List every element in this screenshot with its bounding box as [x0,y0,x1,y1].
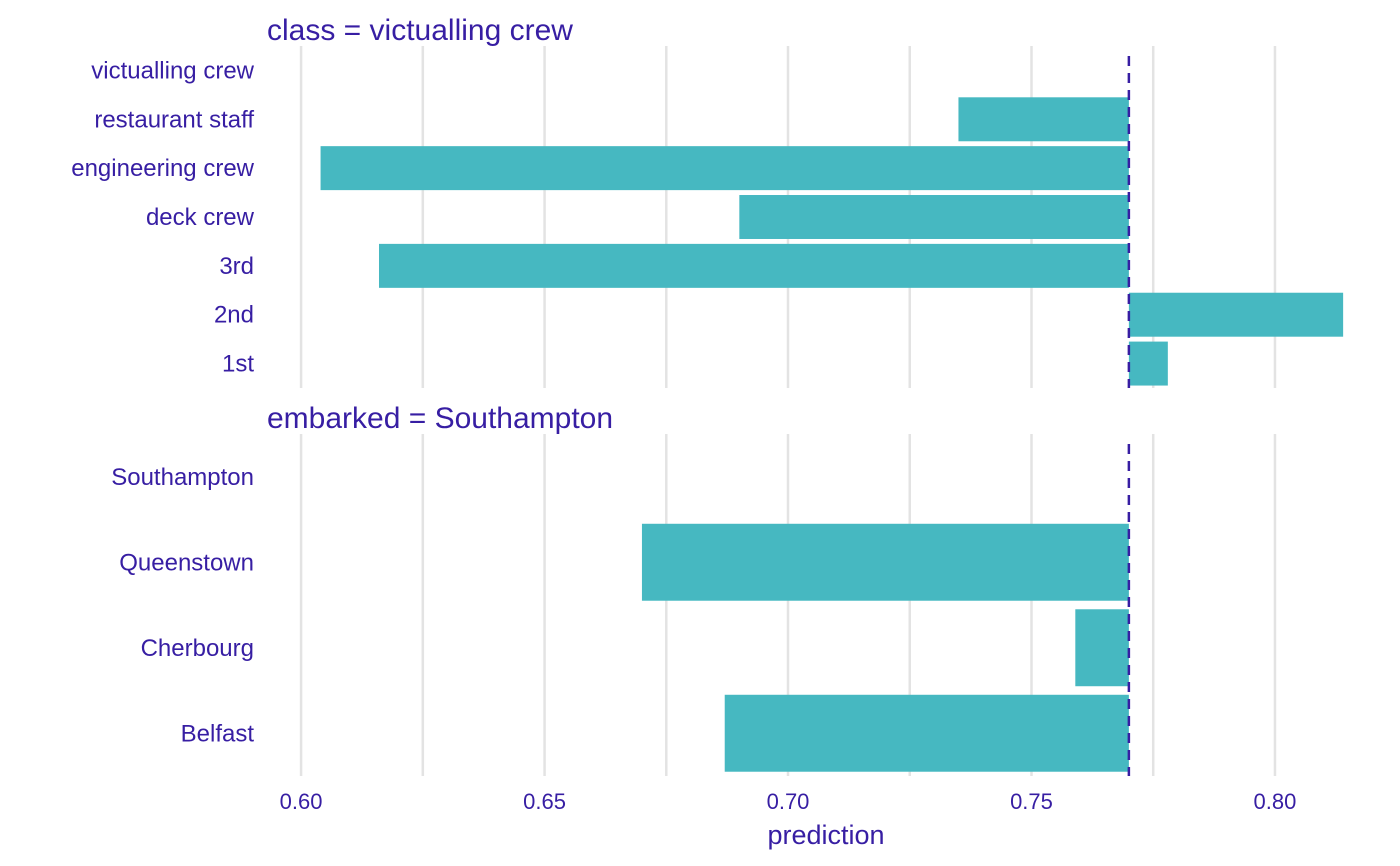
x-tick-label: 0.65 [523,789,566,814]
category-label: Belfast [181,720,255,747]
category-label: victualling crew [91,57,254,84]
labels: class = victualling crew victualling crew… [71,14,613,747]
category-label: Southampton [111,464,254,491]
x-tick-label: 0.80 [1254,789,1297,814]
x-tick-label: 0.70 [767,789,810,814]
bar [1128,341,1168,386]
category-label: deck crew [146,204,255,231]
category-label: 3rd [219,253,254,280]
bar [739,195,1129,239]
category-label: restaurant staff [94,106,254,133]
category-label: 2nd [214,302,254,329]
x-axis-ticks: 0.60 0.65 0.70 0.75 0.80 [280,789,1297,814]
panel-title: embarked = Southampton [267,402,613,435]
x-axis-title: prediction [767,820,884,850]
bar [641,523,1129,601]
category-label: Cherbourg [141,635,254,662]
x-tick-label: 0.75 [1010,789,1053,814]
bar [378,243,1129,288]
bar [958,97,1129,142]
category-label: engineering crew [71,155,254,182]
x-tick-label: 0.60 [280,789,323,814]
category-label: 1st [222,351,254,378]
bar [1128,292,1344,337]
category-label: Queenstown [119,549,254,576]
bar [724,694,1129,772]
bar [1075,609,1129,687]
bars [320,97,1344,772]
bar [320,146,1129,191]
panel-title: class = victualling crew [267,14,573,47]
